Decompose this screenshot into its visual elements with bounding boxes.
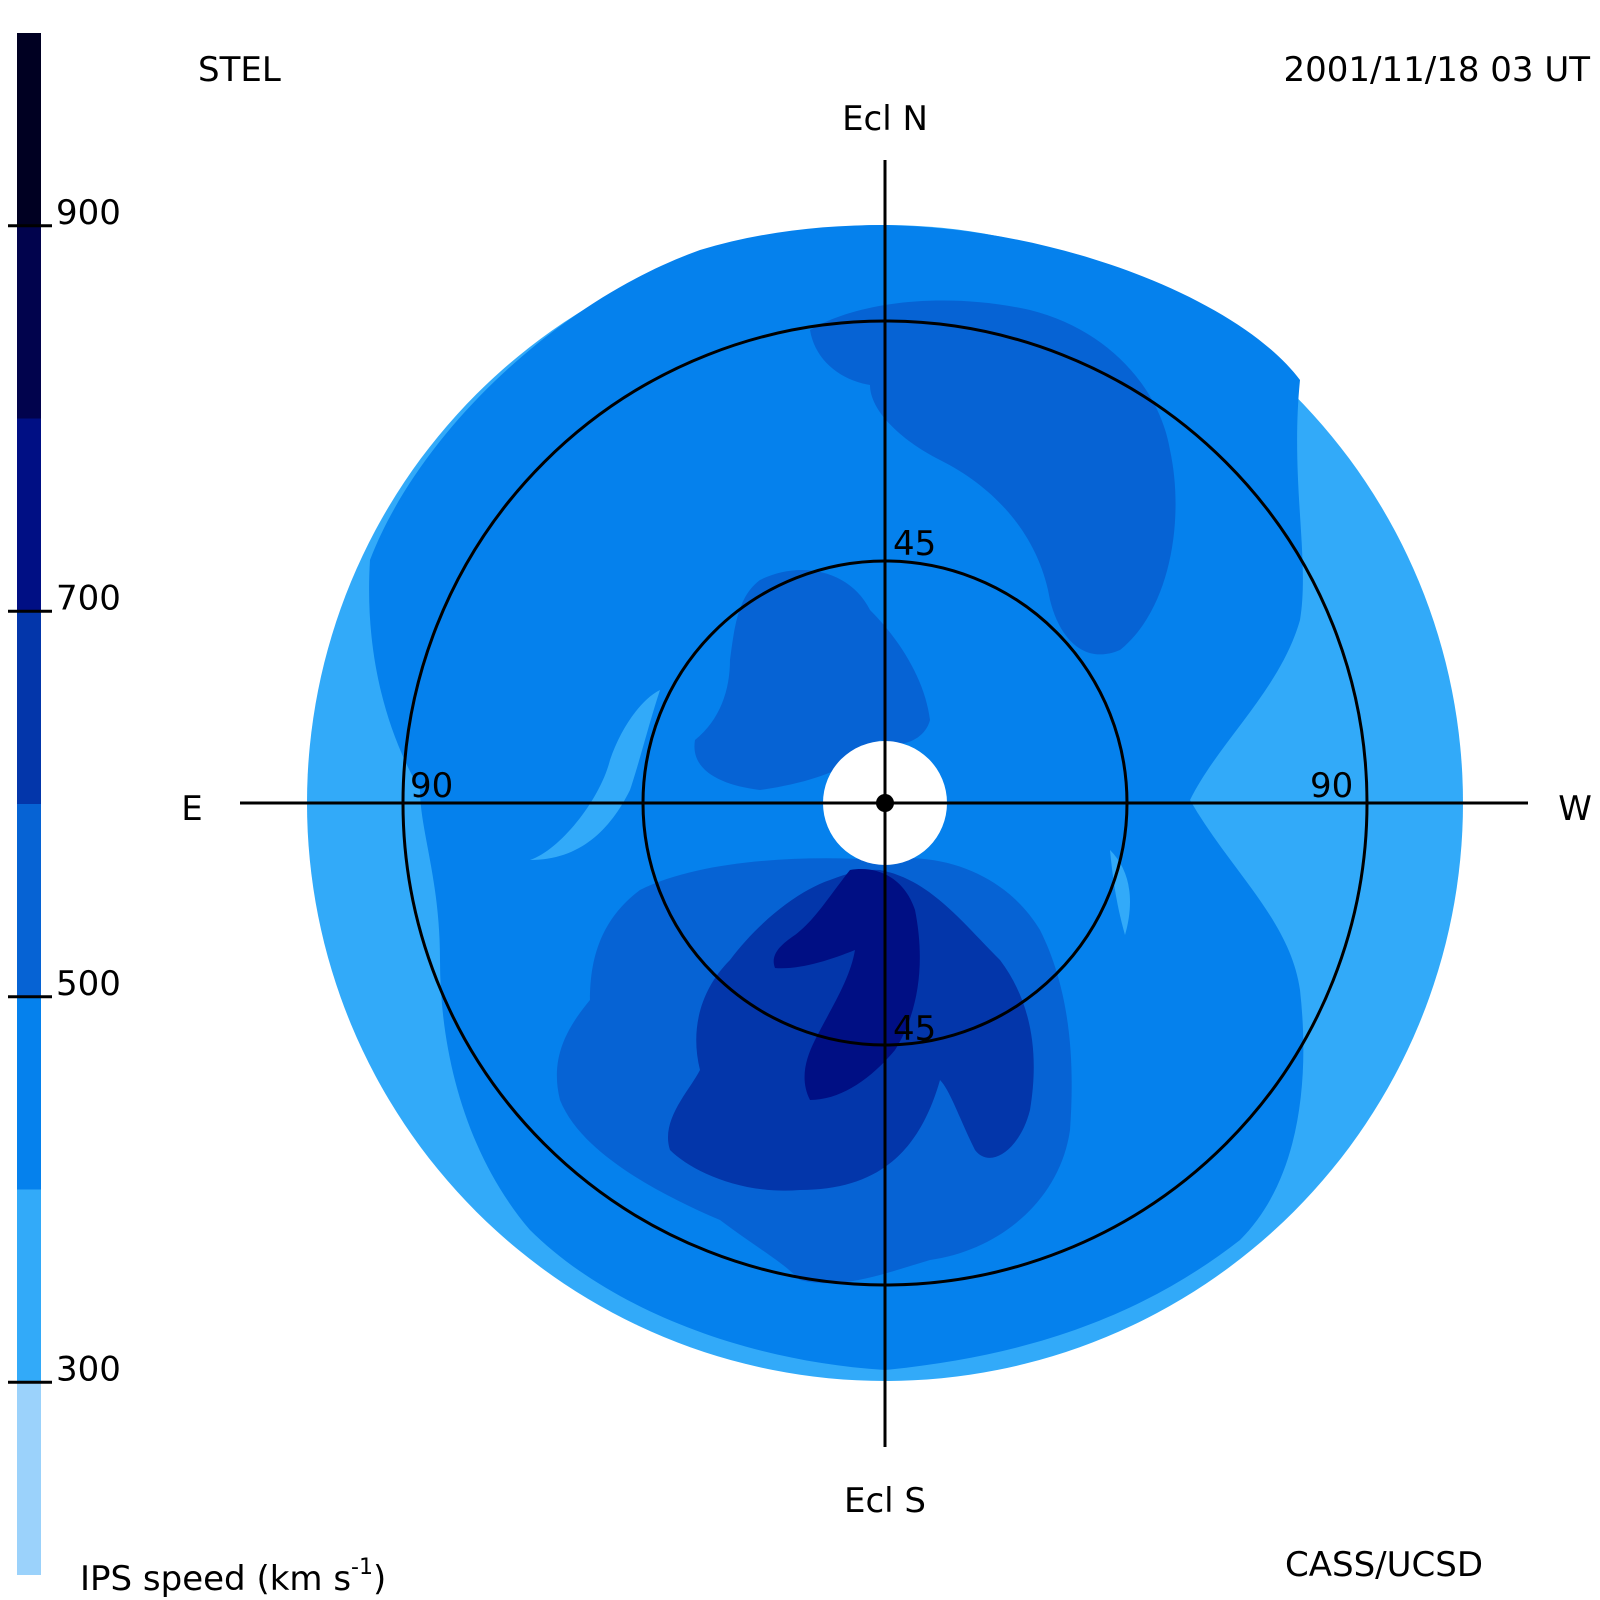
colorbar-bin-500-600: [17, 804, 41, 997]
colorbar-tick-label-300: 300: [56, 1349, 121, 1389]
speed-region-300-400-east: [1110, 850, 1130, 935]
direction-east-label: E: [181, 789, 202, 829]
colorbar-bin-700-800: [17, 418, 41, 612]
ring-label-90-east: 90: [410, 766, 453, 806]
colorbar-bin-600-700: [17, 611, 41, 804]
timestamp-label: 2001/11/18 03 UT: [1283, 50, 1591, 90]
colorbar-tick-label-700: 700: [56, 578, 121, 618]
speed-region-500-600-center: [694, 570, 930, 790]
speed-region-300-400-west: [530, 690, 660, 860]
speed-region-700-800: [773, 869, 920, 1100]
sun-center-dot: [876, 794, 894, 812]
colorbar-tick-label-900: 900: [56, 193, 121, 233]
colorbar-title-exponent: -1: [351, 1555, 373, 1580]
direction-west-label: W: [1558, 789, 1592, 829]
colorbar-bin-900-1000: [17, 33, 41, 226]
coordinate-grid: [240, 160, 1528, 1447]
direction-south-label: Ecl S: [844, 1481, 926, 1521]
colorbar-bin-800-900: [17, 225, 41, 419]
observatory-label: STEL: [198, 50, 281, 90]
ring-label-45-south: 45: [893, 1009, 936, 1049]
ring-label-45-north: 45: [893, 524, 936, 564]
colorbar-title: IPS speed (km s-1): [80, 1555, 386, 1599]
credit-label: CASS/UCSD: [1285, 1545, 1484, 1585]
ring-label-90-west: 90: [1310, 766, 1353, 806]
direction-north-label: Ecl N: [842, 99, 928, 139]
colorbar-bin-400-500: [17, 996, 41, 1190]
colorbar-title-prefix: IPS speed (km s: [80, 1559, 351, 1599]
colorbar-title-suffix: ): [373, 1559, 386, 1599]
speed-region-500-600-north: [810, 300, 1176, 655]
colorbar-bin-300-400: [17, 1189, 41, 1383]
colorbar-tick-label-500: 500: [56, 964, 121, 1004]
colorbar: 300 500 700 900: [8, 33, 121, 1575]
colorbar-bin-200-300: [17, 1382, 41, 1575]
